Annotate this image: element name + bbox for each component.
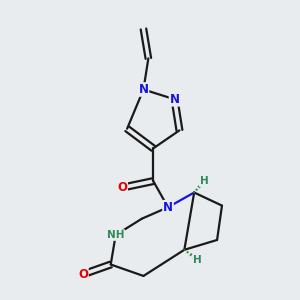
Text: H: H <box>193 255 202 265</box>
Text: H: H <box>200 176 208 186</box>
Text: O: O <box>117 181 127 194</box>
Text: N: N <box>169 93 179 106</box>
Text: N: N <box>139 83 148 96</box>
Text: O: O <box>78 268 88 281</box>
Text: NH: NH <box>107 230 124 240</box>
Text: N: N <box>163 201 173 214</box>
